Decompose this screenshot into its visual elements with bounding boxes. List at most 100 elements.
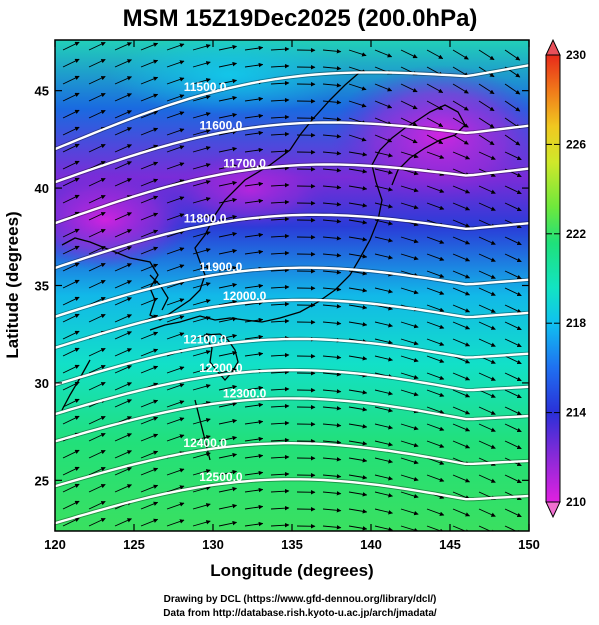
wind-vector: [62, 364, 80, 374]
wind-vector: [478, 508, 496, 517]
wind-vector: [426, 474, 445, 482]
wind-vector: [62, 262, 80, 272]
wind-vector: [166, 400, 185, 408]
wind-vector: [218, 418, 238, 425]
wind-vector: [504, 236, 522, 246]
wind-vector: [140, 195, 159, 204]
wind-vector: [426, 100, 444, 110]
wind-vector: [348, 202, 368, 208]
wind-vector: [166, 298, 185, 306]
wind-vector: [88, 41, 106, 51]
wind-vector: [140, 365, 159, 374]
wind-vector: [218, 486, 238, 493]
wind-vector: [348, 49, 367, 57]
wind-vector: [140, 297, 159, 306]
credit-data: Data from http://database.rish.kyoto-u.a…: [163, 608, 437, 619]
wind-vector: [374, 338, 393, 345]
colorbar-max-arrow: [545, 38, 561, 56]
wind-vector: [192, 384, 211, 391]
wind-vector: [192, 95, 211, 102]
y-axis-label: Latitude (degrees): [3, 211, 22, 358]
wind-vector: [426, 253, 445, 261]
wind-vector: [400, 338, 419, 346]
wind-vector: [218, 214, 238, 221]
wind-vector: [114, 382, 132, 391]
wind-vector: [504, 287, 522, 297]
x-tick-label: 120: [44, 537, 66, 552]
colorbar-tick-label: 226: [566, 137, 586, 151]
wind-vector: [478, 525, 496, 531]
wind-vector: [192, 248, 211, 255]
wind-vector: [400, 491, 419, 499]
wind-vector: [270, 46, 290, 52]
wind-vector: [504, 270, 522, 280]
wind-vector: [452, 491, 471, 500]
wind-vector: [400, 134, 418, 144]
wind-vector: [478, 287, 496, 296]
wind-vector: [244, 419, 264, 425]
wind-vector: [374, 491, 393, 498]
wind-vector: [270, 454, 290, 460]
wind-vector: [244, 147, 264, 153]
wind-vector: [504, 304, 522, 314]
wind-vector: [62, 177, 80, 187]
coastline: [61, 71, 466, 461]
wind-vector: [426, 185, 445, 193]
wind-vector: [504, 525, 522, 531]
wind-vector: [88, 143, 106, 153]
wind-vector: [504, 202, 522, 212]
wind-vector: [62, 330, 80, 340]
wind-vector: [504, 474, 522, 484]
wind-vector: [244, 317, 264, 323]
wind-vector: [88, 194, 106, 204]
wind-vector: [504, 134, 521, 146]
wind-vector: [88, 92, 106, 102]
wind-vector: [62, 415, 80, 425]
wind-vector: [166, 162, 185, 170]
wind-vector: [400, 83, 418, 93]
wind-vector: [244, 181, 264, 187]
wind-vector: [348, 508, 368, 514]
wind-vector: [400, 185, 419, 193]
wind-vector: [452, 66, 469, 77]
wind-vector: [452, 134, 469, 145]
wind-vector: [88, 279, 106, 289]
wind-vector: [322, 287, 342, 292]
wind-vector: [88, 160, 106, 170]
wind-vector: [114, 59, 132, 68]
wind-vector: [400, 389, 419, 397]
wind-vector: [62, 109, 80, 119]
wind-vector: [426, 508, 445, 516]
wind-vector: [140, 518, 159, 527]
x-axis: 120 125 130 135 140 145 150: [44, 40, 540, 552]
wind-vector: [270, 318, 290, 324]
wind-vector: [218, 469, 238, 476]
wind-vector: [244, 385, 264, 391]
wind-vector: [478, 49, 495, 61]
wind-vector: [478, 134, 495, 146]
wind-vector: [270, 97, 290, 103]
colorbar-scale: [545, 54, 561, 503]
wind-vector: [374, 440, 393, 447]
wind-vector: [244, 504, 264, 510]
wind-vector: [478, 406, 496, 415]
wind-vector: [166, 502, 185, 510]
wind-vector: [478, 423, 496, 432]
wind-vector: [426, 372, 445, 380]
wind-vector: [88, 262, 106, 272]
wind-vector: [374, 185, 393, 192]
wind-vector: [218, 384, 238, 391]
wind-vector: [270, 403, 290, 409]
contour-label: 12200.0: [199, 361, 243, 375]
wind-vector: [244, 62, 264, 68]
wind-vector: [478, 389, 496, 398]
wind-vector: [140, 161, 159, 170]
wind-vector: [218, 435, 238, 442]
wind-vector: [218, 129, 238, 136]
wind-vector: [140, 416, 159, 425]
wind-vector: [478, 304, 496, 313]
height-contour: [55, 337, 529, 387]
wind-vector: [348, 100, 367, 108]
wind-vector: [374, 304, 393, 311]
